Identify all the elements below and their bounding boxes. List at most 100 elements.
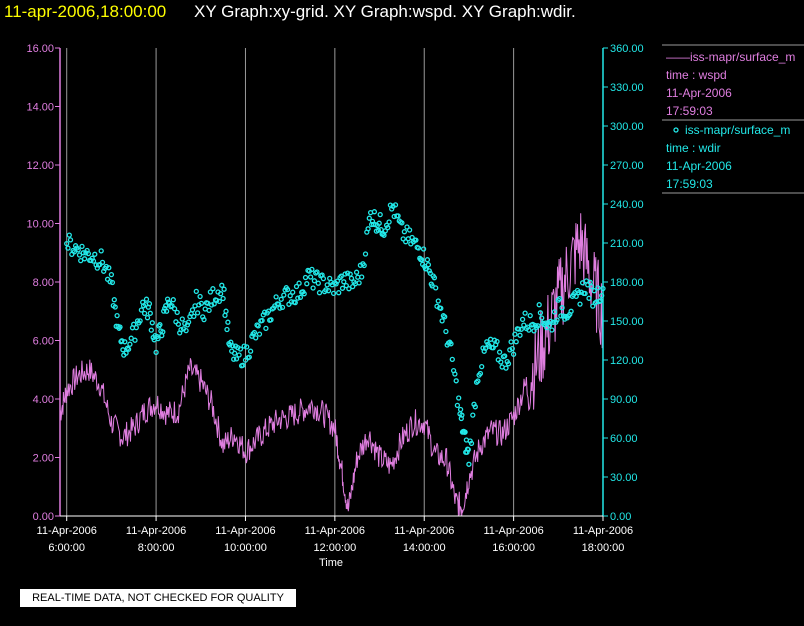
right-tick-label-0: 0.00	[610, 511, 631, 523]
wdir-point-68	[144, 315, 151, 321]
wdir-point-65	[141, 310, 148, 317]
wdir-point-90	[165, 299, 172, 305]
wdir-point-113	[194, 310, 201, 316]
wdir-point-423	[568, 308, 574, 314]
wdir-point-343	[466, 461, 472, 467]
wdir-point-345	[468, 440, 475, 447]
wdir-point-181	[277, 305, 283, 311]
wdir-point-161	[251, 329, 258, 336]
wdir-point-9	[75, 247, 81, 253]
wdir-point-89	[164, 296, 171, 302]
wdir-point-109	[189, 307, 196, 313]
wdir-point-226	[334, 278, 341, 284]
wdir-point-254	[369, 218, 376, 225]
wdir-point-434	[582, 290, 588, 297]
x-tick-time-6: 18:00:00	[582, 542, 625, 554]
wdir-point-296	[419, 257, 425, 263]
wdir-point-46	[119, 338, 125, 344]
wdir-point-187	[284, 286, 291, 293]
right-tick-label-11: 330.00	[610, 82, 644, 94]
wdir-point-247	[361, 262, 367, 269]
wdir-point-270	[386, 219, 392, 225]
wdir-point-194	[293, 283, 300, 290]
wdir-point-233	[343, 282, 349, 289]
wdir-point-10	[76, 252, 83, 258]
x-tick-time-4: 14:00:00	[403, 542, 446, 554]
legend-wspd-time: 17:59:03	[666, 104, 713, 118]
wdir-point-322	[448, 341, 454, 347]
legend-wdir-source: iss-mapr/surface_m	[685, 123, 790, 137]
wdir-point-286	[406, 227, 413, 233]
wdir-point-162	[253, 335, 259, 341]
wdir-point-13	[80, 250, 86, 256]
wdir-point-201	[302, 274, 309, 281]
wdir-point-330	[457, 406, 464, 413]
wdir-point-215	[320, 275, 327, 282]
left-tick-label-7: 14.00	[26, 102, 54, 114]
wdir-point-350	[475, 378, 481, 384]
wdir-point-170	[263, 325, 269, 332]
wdir-point-398	[536, 302, 542, 308]
wdir-point-314	[438, 305, 444, 311]
wdir-point-408	[549, 327, 555, 333]
wdir-point-374	[505, 361, 512, 367]
wdir-point-266	[381, 232, 387, 238]
wdir-point-346	[470, 412, 476, 418]
wdir-point-283	[403, 239, 409, 245]
wdir-point-22	[92, 251, 98, 257]
wdir-point-400	[539, 315, 545, 321]
wdir-point-47	[120, 347, 126, 353]
wdir-point-348	[472, 404, 478, 410]
wdir-point-184	[281, 292, 287, 298]
wdir-point-248	[362, 251, 369, 257]
wdir-point-208	[311, 278, 318, 284]
wdir-point-62	[138, 307, 145, 313]
wdir-point-136	[223, 308, 229, 314]
right-tick-label-1: 30.00	[610, 472, 638, 484]
wdir-point-134	[221, 286, 227, 292]
right-tick-label-9: 270.00	[610, 160, 644, 172]
wdir-point-229	[338, 273, 344, 279]
wdir-point-352	[477, 370, 484, 377]
wdir-point-81	[157, 321, 163, 328]
wdir-point-200	[301, 291, 307, 297]
wdir-point-58	[133, 324, 139, 331]
wdir-point-140	[227, 342, 233, 348]
wdir-point-291	[413, 237, 419, 243]
wdir-point-312	[435, 298, 441, 304]
wdir-point-36	[109, 279, 116, 286]
right-tick-label-7: 210.00	[610, 238, 644, 250]
wdir-point-211	[315, 280, 321, 286]
wdir-point-328	[456, 395, 462, 401]
wdir-point-393	[530, 321, 536, 328]
wdir-point-2	[66, 232, 72, 238]
x-tick-date-6: 11-Apr-2006	[573, 525, 633, 537]
wdir-point-205	[307, 274, 314, 280]
wdir-point-332	[459, 412, 465, 418]
wdir-point-235	[346, 286, 352, 292]
wdir-point-362	[490, 345, 496, 351]
wdir-point-385	[519, 316, 526, 323]
wdir-point-123	[207, 289, 214, 295]
x-tick-date-5: 11-Apr-2006	[483, 525, 543, 537]
wdir-point-397	[535, 323, 541, 329]
x-tick-time-0: 6:00:00	[48, 542, 85, 554]
wdir-point-277	[395, 213, 401, 219]
wdir-point-238	[350, 283, 356, 290]
wdir-point-207	[310, 285, 316, 291]
x-tick-time-5: 16:00:00	[492, 542, 535, 554]
wdir-point-124	[208, 302, 215, 308]
wdir-point-44	[117, 324, 123, 330]
wdir-point-71	[147, 310, 153, 316]
wdir-point-275	[392, 202, 399, 208]
right-axis-ticks: 0.00 30.00 60.00 90.00 120.00 150.00 180.00 210…	[603, 43, 644, 523]
wdir-point-227	[336, 290, 342, 296]
wdir-point-104	[183, 327, 189, 334]
wdir-point-353	[479, 363, 485, 370]
wdir-point-317	[442, 314, 448, 320]
wdir-point-303	[425, 262, 432, 268]
x-tick-date-3: 11-Apr-2006	[305, 525, 365, 537]
wdir-point-387	[522, 310, 528, 316]
wdir-point-437	[586, 295, 592, 301]
